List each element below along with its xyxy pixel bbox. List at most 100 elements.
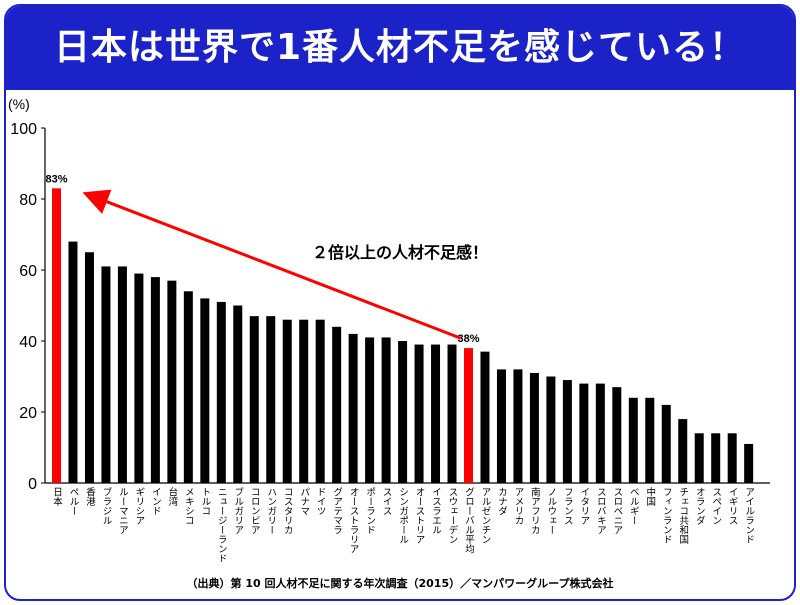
x-tick-label-8: メキシコ	[183, 487, 194, 525]
x-tick-label-15: パナマ	[298, 487, 310, 516]
y-tick-label: 20	[19, 405, 37, 422]
x-tick-label-3: ブラジル	[100, 486, 112, 525]
x-tick-label-1: ペルー	[67, 487, 79, 516]
y-axis-unit-label: (%)	[8, 96, 30, 112]
x-tick-labels: 日本 ペルー 香港 ブラジル ルーマニア ギリシア インド 台湾 メキシコ トルコ ニュージーランド…	[51, 486, 755, 563]
x-tick-label-9: トルコ	[199, 487, 211, 516]
bar-11	[233, 305, 243, 483]
bar-10	[216, 301, 226, 483]
x-tick-label-27: カナダ	[496, 487, 508, 516]
x-tick-label-14: コスタリカ	[282, 487, 294, 535]
x-tick-label-28: アメリカ	[512, 487, 523, 525]
title-banner: 日本は世界で1番人材不足を感じている！	[6, 6, 794, 90]
x-tick-label-33: スロバキア	[595, 487, 607, 535]
bar-19	[365, 337, 375, 483]
x-tick-label-42: アイルランド	[743, 487, 755, 544]
bar-0	[52, 188, 61, 483]
x-tick-label-40: スペイン	[710, 487, 722, 525]
source-note: （出典）第 10 回人材不足に関する年次調査（2015）／マンパワーグループ株式…	[186, 577, 614, 590]
x-tick-label-4: ルーマニア	[117, 487, 129, 535]
y-tick-label: 60	[19, 263, 37, 280]
x-tick-label-29: 南アフリカ	[529, 486, 541, 534]
annotation-text: ２倍以上の人材不足感！	[312, 243, 488, 262]
x-tick-label-5: ギリシア	[133, 487, 144, 525]
x-tick-label-6: インド	[150, 487, 162, 516]
bar-20	[381, 337, 391, 483]
x-tick-label-10: ニュージーランド	[216, 487, 228, 563]
bar-21	[398, 341, 408, 483]
x-tick-label-36: 中国	[644, 486, 656, 507]
x-tick-label-25: グローバル平均	[463, 487, 475, 554]
bar-17	[332, 326, 342, 483]
x-tick-label-16: ドイツ	[315, 487, 327, 516]
bar-34	[612, 387, 622, 483]
x-tick-label-39: オランダ	[694, 487, 706, 525]
x-tick-label-34: スロベニア	[611, 487, 623, 535]
bar-35	[628, 397, 638, 483]
y-tick-label: 100	[10, 121, 37, 138]
bar-40	[711, 433, 721, 483]
bar-5	[134, 273, 144, 483]
bar-26	[480, 351, 490, 483]
bar-2	[84, 252, 94, 483]
bar-37	[661, 404, 671, 483]
bar-41	[727, 433, 737, 483]
bar-27	[496, 369, 506, 483]
annotation-arrow-line	[106, 200, 462, 340]
x-tick-label-17: グアテマラ	[331, 487, 343, 535]
bar-28	[513, 369, 523, 483]
x-tick-label-26: アルゼンチン	[479, 487, 491, 544]
bar-9	[200, 298, 210, 483]
x-tick-label-12: コロンビア	[249, 487, 260, 535]
x-tick-label-0: 日本	[51, 487, 63, 507]
x-tick-label-11: ブルガリア	[232, 486, 244, 534]
data-label-0: 83%	[45, 173, 67, 185]
bar-7	[167, 280, 177, 483]
bars-group	[52, 188, 754, 483]
x-tick-label-24: スウェーデン	[447, 487, 459, 544]
bar-38	[678, 419, 688, 483]
bar-4	[117, 266, 127, 483]
bar-6	[150, 277, 160, 483]
bar-36	[645, 397, 655, 483]
y-tick-label: 40	[19, 334, 37, 351]
x-tick-label-32: イタリア	[578, 487, 590, 525]
bar-22	[414, 344, 424, 483]
bar-24	[447, 344, 457, 483]
x-tick-label-41: イギリス	[727, 487, 739, 525]
x-tick-label-2: 香港	[84, 487, 96, 506]
bar-18	[348, 333, 358, 483]
x-tick-label-22: オーストリア	[414, 487, 426, 544]
x-tick-label-20: スイス	[381, 487, 393, 516]
bar-1	[68, 241, 78, 483]
bar-30	[546, 376, 556, 483]
x-tick-label-19: ポーランド	[364, 487, 376, 535]
bar-42	[744, 443, 754, 483]
bar-32	[579, 383, 589, 483]
y-tick-label: 0	[28, 476, 37, 493]
x-tick-label-13: ハンガリー	[265, 487, 277, 535]
x-tick-label-23: イスラエル	[430, 487, 442, 535]
bar-39	[694, 433, 704, 483]
bar-15	[299, 319, 309, 483]
x-tick-label-30: ノルウェー	[545, 487, 557, 535]
bar-12	[249, 316, 259, 483]
x-tick-label-21: シンガポール	[397, 487, 409, 544]
bar-14	[282, 319, 292, 483]
bar-3	[101, 266, 111, 483]
annotations-group: 83% 38% ２倍以上の人材不足感！	[45, 173, 488, 345]
x-tick-label-18: オーストラリア	[348, 487, 360, 554]
bar-13	[266, 316, 276, 483]
bar-8	[183, 291, 193, 483]
bar-33	[595, 383, 605, 483]
bar-16	[315, 319, 325, 483]
banner-title: 日本は世界で1番人材不足を感じている！	[53, 27, 747, 68]
x-tick-label-38: チェコ共和国	[677, 487, 689, 545]
bar-25	[464, 348, 473, 483]
x-tick-label-31: フランス	[562, 487, 573, 525]
y-tick-label: 80	[19, 192, 37, 209]
annotation-arrow-head	[82, 189, 112, 214]
x-tick-label-37: フィンランド	[661, 487, 672, 544]
x-tick-label-35: ベルギー	[628, 487, 640, 525]
